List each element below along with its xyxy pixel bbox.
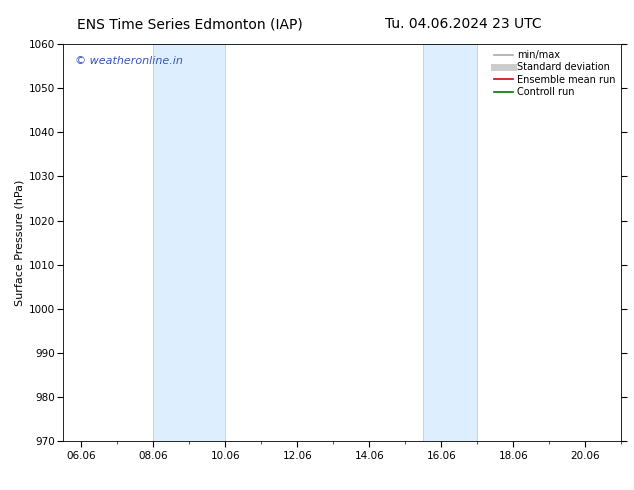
Text: Tu. 04.06.2024 23 UTC: Tu. 04.06.2024 23 UTC [384, 17, 541, 31]
Text: © weatheronline.in: © weatheronline.in [75, 56, 183, 66]
Bar [424, 44, 477, 441]
Bar [153, 44, 225, 441]
Text: ENS Time Series Edmonton (IAP): ENS Time Series Edmonton (IAP) [77, 17, 303, 31]
Legend: min/max, Standard deviation, Ensemble mean run, Controll run: min/max, Standard deviation, Ensemble me… [489, 46, 619, 101]
Y-axis label: Surface Pressure (hPa): Surface Pressure (hPa) [15, 179, 25, 306]
